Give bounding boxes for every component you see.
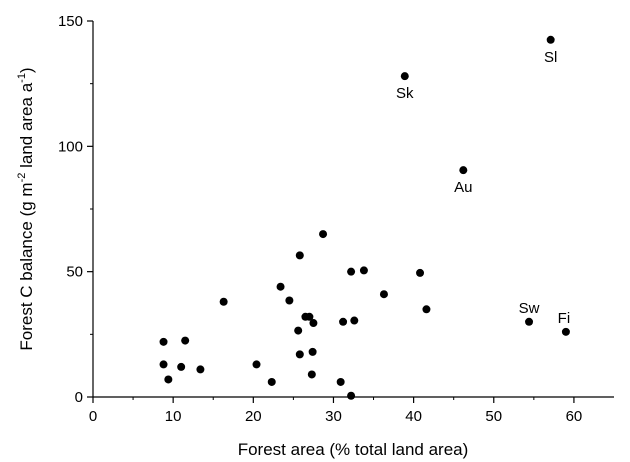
plot-area: 0 10 20 30 40 50 60 0 50 100 150 Sk Sl Au Sw Fi <box>58 13 614 425</box>
x-tick-label: 20 <box>245 408 262 425</box>
point-label: Sk <box>396 85 414 102</box>
data-point <box>181 336 190 345</box>
data-point <box>347 267 356 276</box>
y-tick-label: 0 <box>75 389 83 406</box>
data-point <box>305 312 314 321</box>
y-axis-title-sup1: -2 <box>16 173 28 183</box>
data-point <box>525 317 534 326</box>
y-axis-title-sup2: -1 <box>16 73 28 83</box>
data-point <box>267 377 276 386</box>
x-tick-label: 0 <box>89 408 97 425</box>
point-label: Sw <box>519 300 540 317</box>
data-point <box>339 317 348 326</box>
data-point <box>359 266 368 275</box>
data-point <box>295 251 304 260</box>
data-point <box>319 230 328 239</box>
data-points <box>159 35 570 400</box>
point-labels: Sk Sl Au Sw Fi <box>396 49 570 327</box>
data-point <box>159 337 168 346</box>
x-ticks: 0 10 20 30 40 50 60 <box>89 397 582 425</box>
x-axis-title: Forest area (% total land area) <box>238 440 469 459</box>
data-point <box>295 350 304 359</box>
data-point <box>276 282 285 291</box>
data-point <box>294 326 303 335</box>
data-point <box>196 365 205 374</box>
data-point <box>336 377 345 386</box>
x-tick-label: 10 <box>165 408 182 425</box>
y-axis-title: Forest C balance (g m-2 land area a-1) <box>16 67 36 350</box>
y-axis-title-part1: Forest C balance (g m <box>17 182 36 350</box>
data-point <box>561 327 570 336</box>
data-point <box>350 316 359 325</box>
y-tick-label: 100 <box>58 138 83 155</box>
data-point <box>347 391 356 400</box>
point-label: Au <box>454 179 472 196</box>
y-tick-label: 50 <box>66 264 83 281</box>
data-point <box>416 268 425 277</box>
data-point <box>307 370 316 379</box>
y-ticks: 0 50 100 150 <box>58 13 93 406</box>
data-point <box>164 375 173 384</box>
data-point <box>309 319 318 328</box>
x-tick-label: 60 <box>566 408 583 425</box>
data-point <box>422 305 431 314</box>
y-axis-title-part2: land area a <box>17 82 36 172</box>
data-point <box>285 296 294 305</box>
y-tick-label: 150 <box>58 13 83 30</box>
x-tick-label: 40 <box>405 408 422 425</box>
data-point <box>308 347 317 356</box>
data-point <box>219 297 228 306</box>
x-tick-label: 50 <box>485 408 502 425</box>
data-point <box>177 362 186 371</box>
data-point <box>400 72 409 81</box>
data-point <box>379 290 388 299</box>
data-point <box>159 360 168 369</box>
x-tick-label: 30 <box>325 408 342 425</box>
data-point <box>252 360 261 369</box>
point-label: Sl <box>544 49 557 66</box>
data-point <box>459 166 468 175</box>
point-label: Fi <box>558 310 571 327</box>
data-point <box>546 35 555 44</box>
y-axis-title-part3: ) <box>17 67 36 73</box>
